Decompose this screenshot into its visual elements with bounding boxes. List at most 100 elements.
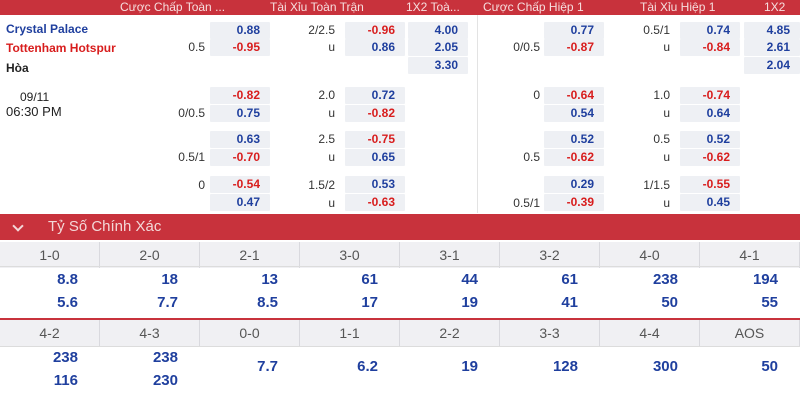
score-odd-home[interactable]: 238 [652, 271, 678, 288]
score-odd-home[interactable]: 18 [161, 271, 178, 288]
odd-handicap-home[interactable]: 0.88 [210, 22, 270, 39]
score-label: 3-2 [500, 242, 600, 268]
odd-over-half[interactable]: -0.74 [680, 87, 740, 104]
score-label: 4-3 [100, 320, 200, 346]
odd-over[interactable]: 0.72 [345, 87, 405, 104]
score-odd-away[interactable]: 230 [152, 372, 178, 389]
score-odd-away[interactable]: 55 [761, 294, 778, 311]
score-odd[interactable]: 50 [761, 358, 778, 375]
score-label: 2-2 [400, 320, 500, 346]
odd-handicap-half-away[interactable]: -0.39 [544, 194, 604, 211]
score-odd-away[interactable]: 41 [561, 294, 578, 311]
odd-handicap-half-home[interactable]: 0.77 [544, 22, 604, 39]
score-odd[interactable]: 6.2 [357, 358, 378, 375]
score-odd-home[interactable]: 194 [752, 271, 778, 288]
team-home[interactable]: Crystal Palace [6, 22, 89, 36]
odd-handicap-away[interactable]: 0.75 [210, 105, 270, 122]
odd-handicap-half-home[interactable]: 0.52 [544, 131, 604, 148]
odd-handicap-half-home[interactable]: 0.29 [544, 176, 604, 193]
odd-1x2-draw[interactable]: 3.30 [408, 57, 468, 74]
odd-handicap-half-away[interactable]: -0.87 [544, 39, 604, 56]
score-odd-away[interactable]: 19 [461, 294, 478, 311]
odds-header: Cược Chấp Toàn ... Tài Xỉu Toàn Trận 1X2… [0, 0, 800, 15]
score-odd-away[interactable]: 8.5 [257, 294, 278, 311]
odd-under-half[interactable]: -0.62 [680, 149, 740, 166]
col-header-1x2-half[interactable]: 1X2 [764, 0, 786, 14]
score-odd-away[interactable]: 17 [361, 294, 378, 311]
odd-under[interactable]: 0.65 [345, 149, 405, 166]
score-label: 3-1 [400, 242, 500, 268]
divider [0, 318, 800, 320]
odd-1x2-away[interactable]: 2.05 [408, 39, 468, 56]
score-odd-home[interactable]: 61 [561, 271, 578, 288]
score-label: 1-1 [300, 320, 400, 346]
odd-handicap-home[interactable]: -0.54 [210, 176, 270, 193]
chevron-down-icon[interactable] [12, 220, 24, 232]
column-divider [477, 15, 478, 213]
odd-under[interactable]: -0.63 [345, 194, 405, 211]
team-away[interactable]: Tottenham Hotspur [6, 41, 116, 55]
divider [0, 266, 800, 267]
col-header-handicap-full[interactable]: Cược Chấp Toàn ... [120, 0, 226, 14]
score-odd-home[interactable]: 13 [261, 271, 278, 288]
col-header-over-under-full[interactable]: Tài Xỉu Toàn Trận [270, 0, 364, 14]
col-header-1x2-full[interactable]: 1X2 Toà... [406, 0, 460, 14]
exact-score-header[interactable]: Tỷ Số Chính Xác [0, 214, 800, 240]
odd-1x2-half-draw[interactable]: 2.04 [744, 57, 800, 74]
odd-under[interactable]: 0.86 [345, 39, 405, 56]
line-over-under: 2.0 [318, 88, 335, 102]
odd-1x2-half-away[interactable]: 2.61 [744, 39, 800, 56]
score-odd[interactable]: 300 [652, 358, 678, 375]
draw-label: Hòa [6, 61, 29, 75]
score-odd-away[interactable]: 5.6 [57, 294, 78, 311]
odd-handicap-home[interactable]: -0.82 [210, 87, 270, 104]
score-odd-away[interactable]: 50 [661, 294, 678, 311]
col-header-handicap-half[interactable]: Cược Chấp Hiệp 1 [483, 0, 584, 14]
col-header-over-under-half[interactable]: Tài Xỉu Hiệp 1 [640, 0, 716, 14]
odd-handicap-away[interactable]: 0.47 [210, 194, 270, 211]
odd-over[interactable]: -0.75 [345, 131, 405, 148]
line-handicap-away: 0.5/1 [178, 150, 205, 164]
odd-1x2-half-home[interactable]: 4.85 [744, 22, 800, 39]
score-odd[interactable]: 19 [461, 358, 478, 375]
line-over-under-half: 1.0 [653, 88, 670, 102]
score-odd[interactable]: 7.7 [257, 358, 278, 375]
under-marker: u [663, 150, 670, 164]
under-marker: u [663, 196, 670, 210]
odd-handicap-half-home[interactable]: -0.64 [544, 87, 604, 104]
line-over-under-half: 1/1.5 [643, 178, 670, 192]
odd-over[interactable]: 0.53 [345, 176, 405, 193]
score-label: 4-4 [600, 320, 700, 346]
odd-over[interactable]: -0.96 [345, 22, 405, 39]
score-odd[interactable]: 128 [552, 358, 578, 375]
odd-handicap-half-away[interactable]: 0.54 [544, 105, 604, 122]
match-time: 06:30 PM [6, 104, 62, 119]
odd-over-half[interactable]: 0.52 [680, 131, 740, 148]
odd-1x2-home[interactable]: 4.00 [408, 22, 468, 39]
odd-handicap-home[interactable]: 0.63 [210, 131, 270, 148]
score-label: 2-1 [200, 242, 300, 268]
odd-handicap-away[interactable]: -0.95 [210, 39, 270, 56]
score-odd-home[interactable]: 238 [152, 349, 178, 366]
odd-under-half[interactable]: -0.84 [680, 39, 740, 56]
score-odd-home[interactable]: 44 [461, 271, 478, 288]
line-handicap-away: 0/0.5 [178, 106, 205, 120]
line-handicap-half-away: 0.5/1 [513, 196, 540, 210]
score-label: 0-0 [200, 320, 300, 346]
odd-handicap-half-away[interactable]: -0.62 [544, 149, 604, 166]
under-marker: u [328, 106, 335, 120]
odd-under-half[interactable]: 0.64 [680, 105, 740, 122]
line-handicap-half-away: 0/0.5 [513, 40, 540, 54]
odd-under[interactable]: -0.82 [345, 105, 405, 122]
odd-under-half[interactable]: 0.45 [680, 194, 740, 211]
odd-over-half[interactable]: 0.74 [680, 22, 740, 39]
score-label: 3-0 [300, 242, 400, 268]
score-odd-home[interactable]: 61 [361, 271, 378, 288]
score-odd-away[interactable]: 7.7 [157, 294, 178, 311]
score-odd-home[interactable]: 238 [52, 349, 78, 366]
line-over-under: 2/2.5 [308, 23, 335, 37]
score-odd-away[interactable]: 116 [53, 372, 78, 389]
score-odd-home[interactable]: 8.8 [57, 271, 78, 288]
odd-handicap-away[interactable]: -0.70 [210, 149, 270, 166]
odd-over-half[interactable]: -0.55 [680, 176, 740, 193]
